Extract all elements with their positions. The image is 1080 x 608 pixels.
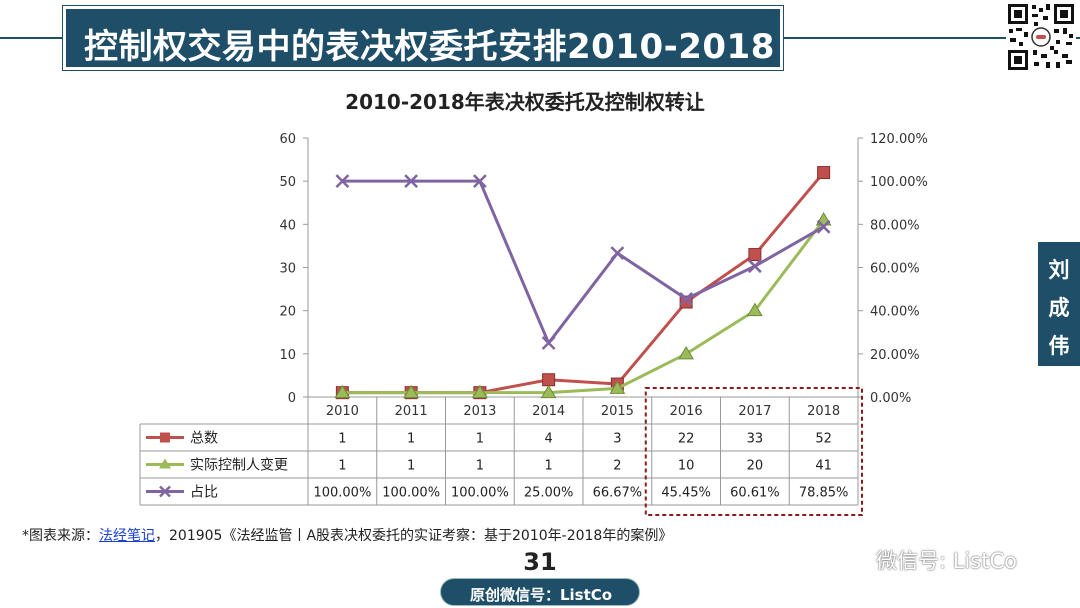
- x-tick-label: 2013: [463, 404, 496, 419]
- table-cell-value: 20: [747, 459, 764, 474]
- table-cell-value: 1: [476, 459, 484, 474]
- table-cell-value: 66.67%: [593, 486, 643, 501]
- legend-marker: [159, 458, 171, 469]
- y-tick-label-right: 0.00%: [870, 391, 911, 406]
- data-point-x: [472, 174, 487, 189]
- wechat-watermark: 微信号: ListCo: [848, 545, 1017, 575]
- data-point-triangle: [609, 380, 626, 394]
- y-tick-label-left: 60: [279, 132, 296, 147]
- series-line: [342, 171, 825, 395]
- data-point-triangle: [540, 384, 557, 399]
- footer-text: 原创微信号：ListCo: [469, 586, 613, 604]
- table-cell-value: 100.00%: [313, 486, 371, 501]
- legend-marker: [160, 432, 170, 443]
- x-tick-label: 2018: [807, 404, 840, 419]
- legend-label: 占比: [190, 485, 218, 501]
- source-suffix: ，201905《法经监管丨A股表决权委托的实证考察：基于2010年-2018年的…: [155, 528, 673, 544]
- y-tick-label-left: 40: [279, 218, 296, 233]
- table-cell-value: 52: [815, 432, 832, 447]
- chart-source: *图表来源：法经笔记，201905《法经监管丨A股表决权委托的实证考察：基于20…: [22, 525, 672, 545]
- highlight-box: [644, 387, 863, 516]
- wechat-text: 微信号: ListCo: [876, 549, 1017, 573]
- source-link[interactable]: 法经笔记: [99, 528, 155, 544]
- y-tick-label-left: 0: [288, 391, 296, 406]
- data-point-x: [679, 292, 694, 306]
- table-cell-value: 25.00%: [524, 486, 574, 501]
- x-tick-label: 2014: [532, 404, 565, 419]
- data-point-square: [748, 248, 762, 262]
- legend-label: 实际控制人变更: [190, 458, 288, 474]
- data-point-x: [541, 336, 556, 350]
- y-tick-label-right: 40.00%: [870, 305, 920, 320]
- series-line: [342, 179, 825, 345]
- data-point-square: [542, 373, 556, 387]
- y-tick-label-right: 80.00%: [870, 218, 920, 233]
- table-cell-value: 33: [747, 432, 764, 447]
- y-tick-label-left: 20: [279, 305, 296, 320]
- data-point-x: [404, 174, 419, 189]
- y-tick-label-right: 60.00%: [870, 262, 920, 277]
- x-tick-label: 2010: [326, 404, 359, 419]
- data-point-triangle: [403, 384, 419, 399]
- data-point-x: [610, 246, 625, 260]
- y-tick-label-left: 50: [279, 175, 296, 190]
- table-cell-value: 100.00%: [451, 486, 509, 501]
- table-cell-value: 78.85%: [799, 486, 849, 501]
- series-line: [342, 219, 825, 395]
- qr-code-icon: [1006, 2, 1076, 72]
- title-banner: 控制权交易中的表决权委托安排2010-2018: [62, 5, 784, 71]
- data-point-x: [747, 259, 762, 274]
- author-char: 成: [1048, 296, 1070, 320]
- table-cell-value: 41: [815, 459, 832, 474]
- y-tick-label-right: 100.00%: [870, 175, 928, 190]
- page-number: 31: [523, 548, 557, 576]
- table-cell-value: 1: [338, 432, 346, 447]
- table-cell-value: 1: [407, 432, 415, 447]
- x-tick-label: 2015: [601, 404, 634, 419]
- y-tick-label-left: 30: [279, 262, 296, 277]
- y-tick-label-right: 20.00%: [870, 348, 920, 363]
- y-tick-label-right: 120.00%: [870, 132, 928, 147]
- table-cell-value: 1: [476, 432, 484, 447]
- table-cell-value: 60.61%: [730, 486, 780, 501]
- table-cell-value: 1: [338, 459, 346, 474]
- data-point-triangle: [678, 345, 694, 360]
- source-prefix: *图表来源：: [22, 528, 99, 544]
- table-cell-value: 1: [407, 459, 415, 474]
- data-point-square: [817, 166, 831, 180]
- author-tab: 刘 成 伟: [1038, 242, 1080, 366]
- y-tick-label-left: 10: [279, 348, 296, 363]
- table-cell-value: 4: [544, 432, 552, 447]
- author-char: 刘: [1048, 258, 1070, 282]
- table-cell-value: 1: [544, 459, 552, 474]
- data-point-triangle: [334, 384, 351, 399]
- wechat-icon: [848, 551, 872, 570]
- x-tick-label: 2017: [738, 404, 771, 419]
- x-tick-label: 2011: [395, 404, 428, 419]
- page-title: 控制权交易中的表决权委托安排2010-2018: [84, 27, 775, 67]
- data-point-triangle: [747, 302, 763, 317]
- table-cell-value: 10: [678, 459, 695, 474]
- x-tick-label: 2016: [670, 404, 703, 419]
- table-cell-value: 3: [613, 432, 621, 447]
- table-cell-value: 45.45%: [661, 486, 711, 501]
- table-cell-value: 22: [678, 432, 695, 447]
- data-point-triangle: [472, 384, 488, 399]
- legend-marker: [159, 485, 171, 498]
- data-point-x: [816, 219, 831, 234]
- data-point-x: [335, 174, 350, 189]
- table-cell-value: 100.00%: [382, 486, 440, 501]
- footer-badge: 原创微信号：ListCo: [440, 578, 640, 606]
- author-char: 伟: [1048, 334, 1070, 358]
- chart-title: 2010-2018年表决权委托及控制权转让: [345, 90, 705, 114]
- table-cell-value: 2: [613, 459, 621, 474]
- legend-label: 总数: [190, 431, 218, 447]
